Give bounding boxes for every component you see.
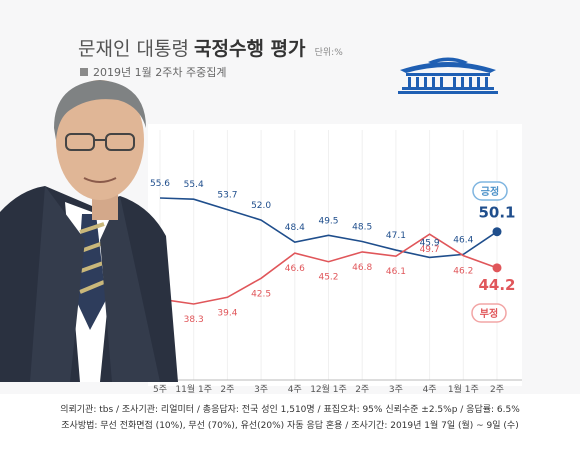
value-label-negative-3: 42.5 xyxy=(251,289,271,299)
value-label-negative-2: 39.4 xyxy=(217,308,237,318)
value-label-negative-1: 38.3 xyxy=(184,315,204,325)
x-tick-label-6: 2주 xyxy=(355,384,369,395)
x-tick-label-5: 12월 1주 xyxy=(310,383,347,395)
blue-house-icon xyxy=(398,57,498,94)
title-bold: 국정수행 평가 xyxy=(194,38,306,60)
value-label-positive-3: 52.0 xyxy=(251,201,271,211)
x-tick-label-9: 1월 1주 xyxy=(448,383,479,395)
value-label-negative-7: 46.1 xyxy=(386,267,406,277)
value-label-negative-8: 49.7 xyxy=(420,245,440,255)
x-tick-label-8: 4주 xyxy=(423,384,437,395)
legend-positive-label: 긍정 xyxy=(481,185,499,198)
x-tick-label-0: 5주 xyxy=(153,384,167,395)
legend-positive-pill xyxy=(472,181,508,201)
value-label-negative-10: 44.2 xyxy=(478,276,515,294)
value-label-negative-5: 45.2 xyxy=(318,273,338,283)
value-label-positive-1: 55.4 xyxy=(184,180,204,190)
unit-label: 단위:% xyxy=(314,48,343,58)
value-label-positive-9: 46.4 xyxy=(453,235,473,245)
value-label-positive-0: 55.6 xyxy=(150,179,170,189)
x-tick-label-1: 11월 1주 xyxy=(175,383,212,395)
value-label-positive-8: 45.9 xyxy=(420,238,440,248)
bullet-square-icon xyxy=(80,68,88,76)
point-positive-10 xyxy=(492,227,502,237)
legend-positive: 긍정 xyxy=(472,181,508,201)
legend-negative: 부정 xyxy=(471,303,507,323)
x-tick-label-4: 4주 xyxy=(288,384,302,395)
chart-labels: 55.6 55.4 53.7 52.0 48.4 49.5 48.5 47.1 45.9 46.4… xyxy=(150,179,516,325)
point-negative-10 xyxy=(492,263,502,273)
value-label-positive-4: 48.4 xyxy=(285,223,305,233)
x-tick-label-2: 2주 xyxy=(220,384,234,395)
survey-footnote: 의뢰기관: tbs / 조사기관: 리얼미터 / 총응답자: 전국 성인 1,5… xyxy=(0,394,580,453)
x-tick-labels: 5주 11월 1주 2주 3주 4주 12월 1주 2주 3주 4주 1월 1주 2주 xyxy=(153,383,504,395)
footnote-line-1: 의뢰기관: tbs / 조사기관: 리얼미터 / 총응답자: 전국 성인 1,5… xyxy=(60,405,520,415)
plot-area xyxy=(148,124,522,386)
legend-negative-label: 부정 xyxy=(480,307,498,320)
value-label-negative-4: 46.6 xyxy=(285,264,305,274)
value-label-positive-5: 49.5 xyxy=(318,216,338,226)
legend-negative-pill xyxy=(471,303,507,323)
value-label-negative-9: 46.2 xyxy=(453,267,473,277)
x-tick-label-10: 2주 xyxy=(490,384,504,395)
value-label-negative-6: 46.8 xyxy=(352,263,372,273)
subtitle-text: 2019년 1월 2주차 주중집계 xyxy=(93,66,227,79)
x-tick-label-7: 3주 xyxy=(389,384,403,395)
president-portrait-image xyxy=(0,80,178,382)
chart-dots xyxy=(159,197,502,305)
footnote-line-2: 조사방법: 무선 전화면접 (10%), 무선 (70%), 유선(20%) 자… xyxy=(61,421,519,431)
title-light: 문재인 대통령 xyxy=(78,38,189,60)
value-label-positive-6: 48.5 xyxy=(352,223,372,233)
chart-subtitle: 2019년 1월 2주차 주중집계 xyxy=(80,64,226,80)
value-label-positive-2: 53.7 xyxy=(217,191,237,201)
chart-title: 문재인 대통령 국정수행 평가 단위:% xyxy=(78,34,343,61)
value-label-positive-10: 50.1 xyxy=(478,204,515,222)
x-tick-label-3: 3주 xyxy=(254,384,268,395)
value-label-positive-7: 47.1 xyxy=(386,231,406,241)
